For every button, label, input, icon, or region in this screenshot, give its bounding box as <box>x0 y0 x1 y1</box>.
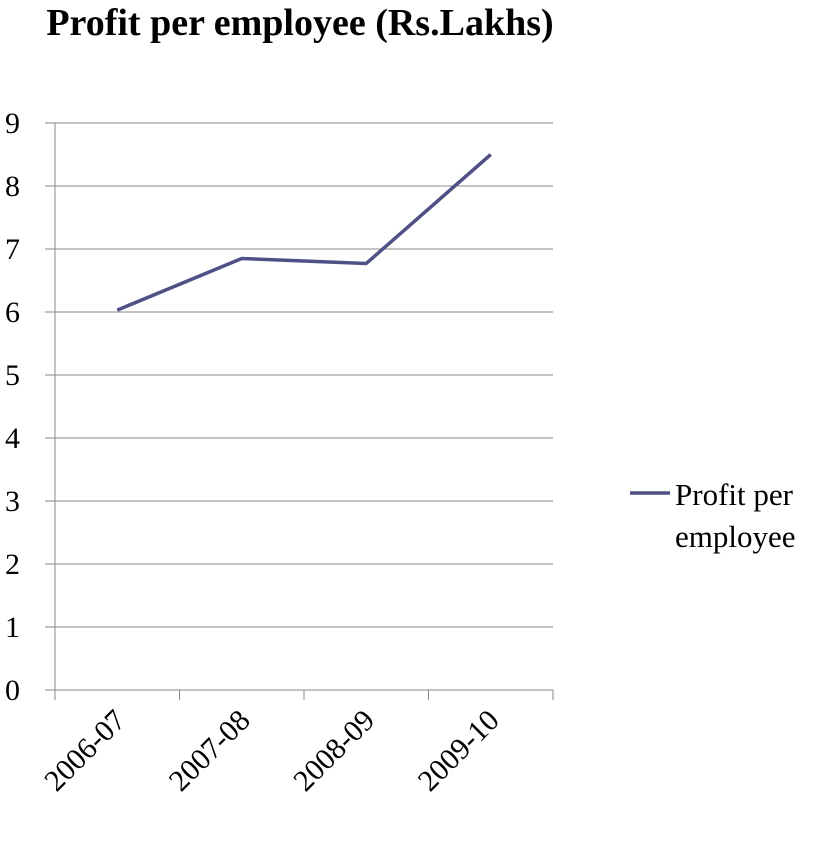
y-tick-label: 2 <box>5 548 20 581</box>
line <box>116 153 492 312</box>
x-tick-label: 2007-08 <box>163 704 257 798</box>
x-tick-label: 2009-10 <box>412 704 506 798</box>
y-tick-label: 5 <box>5 359 20 392</box>
y-tick-label: 6 <box>5 296 20 329</box>
x-tick-label: 2006-07 <box>38 704 132 798</box>
y-tick-label: 8 <box>5 170 20 203</box>
x-tick-label: 2008-09 <box>287 704 381 798</box>
legend-label: Profit per employee <box>675 477 796 554</box>
y-tick-label: 3 <box>5 485 20 518</box>
y-tick-label: 9 <box>5 107 20 140</box>
chart-title: Profit per employee (Rs.Lakhs) <box>46 2 554 44</box>
y-tick-label: 0 <box>5 674 20 707</box>
y-tick-label: 4 <box>5 422 20 455</box>
y-tick-label: 1 <box>5 611 20 644</box>
y-tick-label: 7 <box>5 233 20 266</box>
